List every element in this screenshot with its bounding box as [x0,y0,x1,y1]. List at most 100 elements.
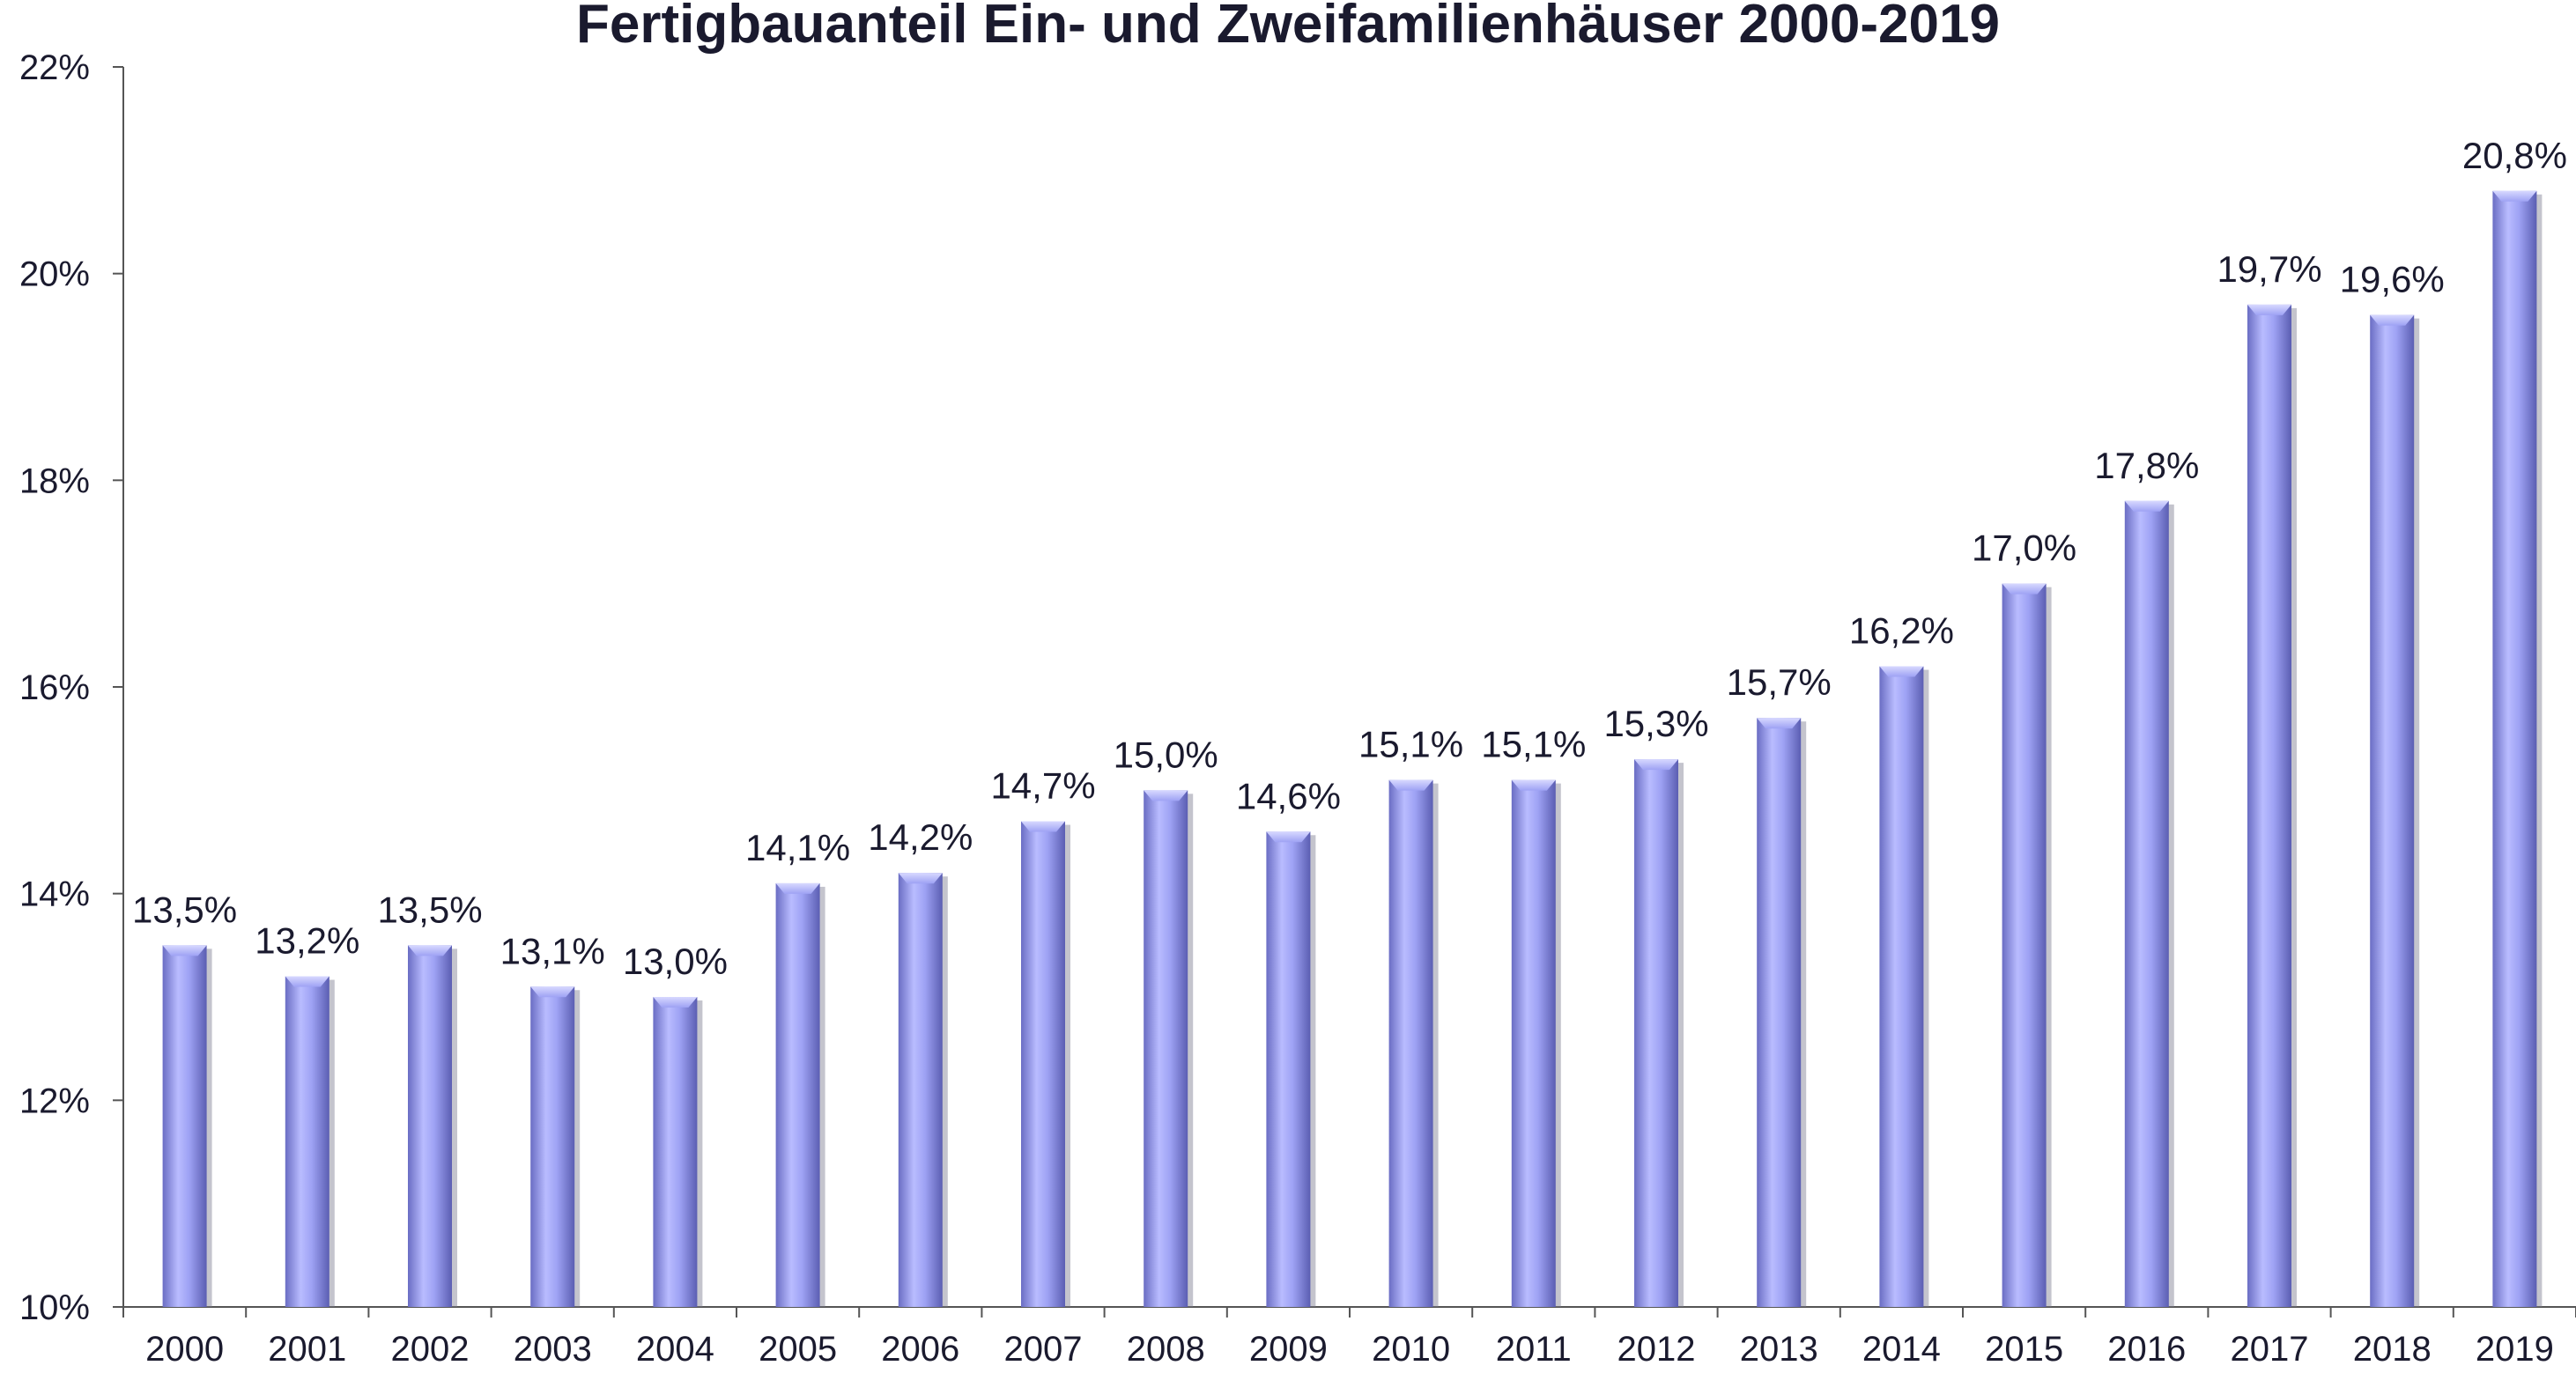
bar-2015 [2002,583,2052,1307]
x-tick-label: 2000 [145,1330,224,1369]
data-label: 14,2% [868,816,973,858]
data-label: 14,1% [745,827,850,868]
bar-cap [775,882,820,894]
data-labels: 13,5% 13,2% 13,5% 13,1% 13,0% 14,1% 14,2% 14,7%… [132,135,2567,982]
data-label: 15,3% [1603,703,1708,744]
data-label: 13,0% [623,941,728,982]
x-tick-label: 2007 [1004,1330,1083,1369]
bar-2003 [530,986,581,1307]
x-tick-label: 2017 [2231,1330,2309,1369]
bar [2370,314,2415,1308]
bar-cap [1266,831,1311,843]
bar-2002 [408,945,457,1307]
data-label: 17,8% [2094,445,2199,486]
data-label: 19,7% [2217,248,2321,290]
bar-2010 [1388,779,1439,1307]
bar-2013 [1757,718,1807,1307]
x-tick-label: 2002 [391,1330,470,1369]
bar-cap [530,986,575,998]
y-axis: 10% 12% 14% 16% 18% 20% 22% [19,48,124,1327]
data-label: 19,6% [2340,259,2445,300]
data-label: 14,6% [1236,775,1341,816]
bar [653,997,698,1307]
bar [285,976,329,1307]
bar-cap [285,976,329,987]
bar [1021,821,1065,1307]
bar-2014 [1879,666,1929,1307]
bar-2019 [2492,190,2543,1307]
bar-cap [1021,821,1065,832]
data-label: 13,1% [500,930,605,971]
x-tick-label: 2012 [1617,1330,1696,1369]
bar-2005 [775,882,825,1307]
bar-cap [653,997,698,1008]
x-tick-label: 2006 [881,1330,959,1369]
bar-2008 [1144,790,1194,1307]
y-tick-label: 18% [19,461,90,500]
bar [898,873,943,1307]
bar-cap [1144,790,1188,801]
bar-2018 [2370,314,2420,1308]
y-tick-label: 22% [19,48,90,87]
bar [162,945,207,1307]
x-tick-label: 2010 [1372,1330,1450,1369]
bar-2011 [1511,779,1561,1307]
x-tick-label: 2003 [514,1330,592,1369]
y-tick-label: 20% [19,255,90,294]
bar-2017 [2247,304,2297,1307]
bar [1388,779,1433,1307]
bar [1511,779,1556,1307]
x-tick-label: 2005 [759,1330,837,1369]
bar [2124,500,2169,1307]
x-tick-label: 2008 [1127,1330,1205,1369]
data-label: 15,1% [1358,724,1463,765]
data-label: 13,2% [255,920,359,962]
bar-cap [1634,759,1678,771]
bar-cap [1388,779,1433,791]
bar [1634,759,1678,1307]
data-label: 13,5% [132,889,237,930]
x-tick-label: 2015 [1985,1330,2063,1369]
bar [1879,666,1924,1307]
data-label: 17,0% [1972,528,2076,569]
data-label: 13,5% [377,889,482,930]
bar [775,882,820,1307]
bar-cap [2370,314,2415,326]
x-tick-label: 2001 [268,1330,346,1369]
bar-2012 [1634,759,1684,1307]
x-tick-label: 2011 [1496,1330,1572,1369]
chart-title: Fertigbauanteil Ein- und Zweifamilienhäu… [576,0,2000,55]
data-label: 15,7% [1727,661,1832,703]
bar [2002,583,2047,1307]
bar-2000 [162,945,212,1307]
x-axis: 2000 2001 2002 2003 2004 2005 2006 2007 2008 2009… [122,1306,2576,1369]
bar-2001 [285,976,335,1307]
bar-cap [1757,718,1802,729]
y-tick-label: 12% [19,1081,90,1120]
data-label: 16,2% [1849,610,1954,652]
bar [2247,304,2291,1307]
bar-cap [162,945,207,956]
bars [162,190,2543,1308]
bar-cap [898,873,943,884]
bar [1266,831,1311,1307]
data-label: 15,0% [1114,734,1218,775]
data-label: 20,8% [2462,135,2567,176]
x-tick-label: 2013 [1740,1330,1818,1369]
bar [1757,718,1802,1307]
bar-2007 [1021,821,1070,1307]
bar-2004 [653,997,703,1307]
x-tick-label: 2019 [2476,1330,2554,1369]
bar-2009 [1266,831,1316,1307]
bar-cap [1511,779,1556,791]
x-tick-label: 2009 [1249,1330,1328,1369]
y-tick-label: 10% [19,1288,90,1327]
x-tick-label: 2004 [636,1330,714,1369]
y-tick-label: 16% [19,668,90,707]
data-label: 15,1% [1481,724,1586,765]
bar-cap [408,945,452,956]
bar-cap [2124,500,2169,512]
bar-2016 [2124,500,2174,1307]
x-tick-label: 2016 [2107,1330,2186,1369]
data-label: 14,7% [990,765,1095,807]
